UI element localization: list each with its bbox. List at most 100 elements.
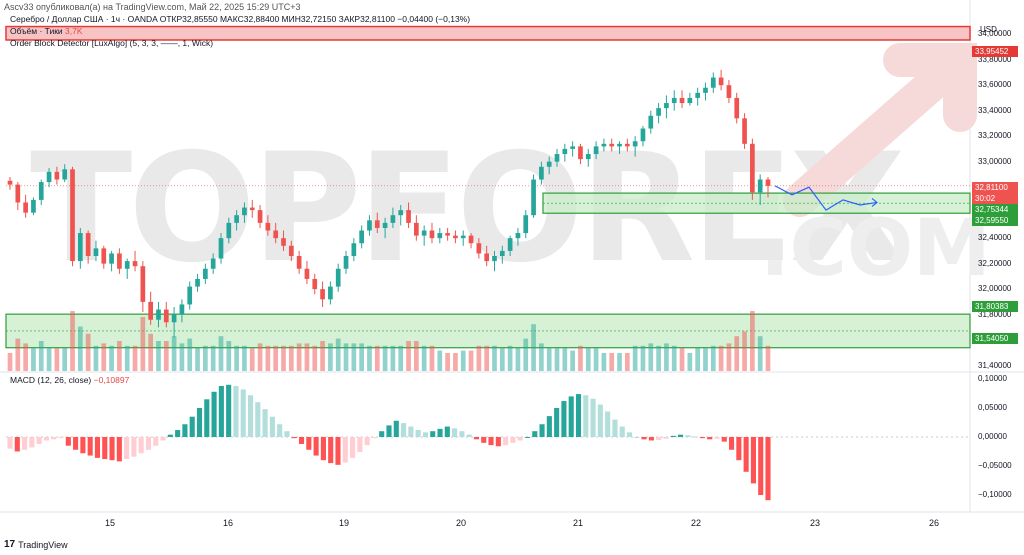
macd-histogram-bar bbox=[677, 434, 684, 437]
volume-bar bbox=[484, 345, 490, 371]
macd-histogram-bar bbox=[539, 424, 545, 437]
macd-histogram-bar bbox=[437, 428, 443, 437]
price-tick-label: 33,00000 bbox=[978, 156, 1012, 166]
indicator-legend[interactable]: Order Block Detector [LuxAlgo] (5, 3, 3,… bbox=[10, 38, 214, 48]
candle-body bbox=[7, 180, 13, 185]
candle bbox=[601, 138, 607, 152]
volume-bar bbox=[601, 353, 607, 371]
candle-body bbox=[429, 230, 435, 239]
macd-histogram-bar bbox=[255, 402, 261, 437]
candle-body bbox=[124, 261, 130, 269]
candle-body bbox=[601, 143, 607, 147]
brand-label: TradingView bbox=[18, 539, 68, 550]
time-tick-label: 19 bbox=[338, 518, 350, 528]
volume-bar bbox=[390, 345, 396, 371]
time-tick-label: 20 bbox=[455, 518, 467, 528]
candle bbox=[288, 240, 294, 262]
macd-histogram-bar bbox=[386, 425, 392, 437]
macd-legend[interactable]: MACD (12, 26, close) −0,10897 bbox=[10, 375, 129, 385]
volume-bar bbox=[179, 343, 185, 371]
candle bbox=[460, 230, 466, 246]
candle-body bbox=[499, 250, 505, 256]
candle bbox=[101, 245, 107, 269]
candle bbox=[249, 199, 255, 218]
candle-body bbox=[265, 222, 271, 231]
macd-histogram-bar bbox=[415, 430, 421, 437]
macd-histogram-bar bbox=[422, 432, 428, 437]
macd-histogram-bar bbox=[583, 395, 589, 437]
candle-body bbox=[140, 266, 146, 302]
candle-body bbox=[468, 235, 474, 244]
candle bbox=[640, 125, 646, 147]
candle-body bbox=[132, 261, 138, 267]
candle bbox=[195, 273, 200, 292]
countdown-badge: 30:02 bbox=[972, 193, 1018, 204]
macd-histogram-bar bbox=[648, 437, 654, 441]
volume-bar bbox=[710, 345, 716, 371]
macd-histogram-bar bbox=[65, 437, 71, 446]
volume-bar bbox=[31, 348, 36, 371]
macd-histogram-bar bbox=[495, 437, 501, 447]
macd-histogram-bar bbox=[357, 437, 363, 453]
candle bbox=[62, 164, 68, 183]
candle-body bbox=[359, 230, 364, 244]
candle-body bbox=[62, 169, 68, 180]
volume-bar bbox=[77, 326, 83, 371]
volume-bar bbox=[609, 353, 615, 371]
candle bbox=[617, 141, 622, 155]
volume-bar bbox=[398, 345, 404, 371]
candle bbox=[671, 90, 677, 111]
bearish-order-block bbox=[5, 25, 971, 41]
volume-bar bbox=[265, 345, 271, 371]
volume-bar bbox=[695, 348, 701, 371]
zone-low-badge: 32,59550 bbox=[972, 215, 1018, 226]
candle bbox=[507, 235, 513, 256]
macd-histogram-bar bbox=[204, 399, 210, 437]
volume-legend[interactable]: Объём · Тики 3,7K bbox=[10, 26, 83, 36]
candle bbox=[320, 281, 325, 307]
volume-bar bbox=[406, 341, 411, 371]
candle bbox=[703, 82, 708, 101]
volume-bar bbox=[54, 348, 60, 371]
volume-bar bbox=[187, 338, 193, 371]
macd-histogram-bar bbox=[714, 437, 720, 439]
volume-bar bbox=[296, 343, 302, 371]
macd-label: MACD (12, 26, close) bbox=[10, 375, 92, 385]
volume-bar bbox=[734, 336, 740, 371]
volume-bar bbox=[304, 343, 310, 371]
macd-histogram-bar bbox=[670, 435, 676, 437]
publisher-line: Ascv33 опубликовал(а) на TradingView.com… bbox=[4, 2, 301, 12]
macd-histogram-bar bbox=[262, 409, 268, 437]
candle-body bbox=[54, 171, 60, 180]
candle bbox=[414, 215, 419, 241]
price-tick-label: 33,40000 bbox=[978, 105, 1012, 115]
candle-body bbox=[101, 248, 107, 264]
volume-bar bbox=[593, 348, 599, 371]
candle bbox=[93, 240, 99, 262]
macd-histogram-bar bbox=[393, 420, 399, 437]
volume-bar bbox=[515, 348, 521, 371]
candle-body bbox=[445, 233, 450, 236]
macd-histogram-bar bbox=[692, 436, 698, 438]
candle bbox=[273, 222, 279, 244]
candle-body bbox=[476, 243, 482, 254]
candle-body bbox=[718, 77, 724, 86]
candle-body bbox=[210, 258, 216, 269]
macd-histogram-bar bbox=[43, 437, 49, 441]
volume-bar bbox=[242, 345, 247, 371]
volume-bar bbox=[742, 331, 747, 371]
watermark-arrow bbox=[783, 43, 977, 217]
macd-histogram-bar bbox=[320, 437, 326, 461]
symbol-legend[interactable]: Серебро / Доллар США · 1ч · OANDA ОТКР32… bbox=[10, 14, 471, 24]
candle bbox=[664, 95, 669, 119]
candle-body bbox=[109, 253, 114, 264]
candle-body bbox=[484, 253, 490, 262]
candle bbox=[476, 238, 482, 259]
macd-histogram-bar bbox=[546, 416, 552, 437]
volume-bar bbox=[765, 345, 771, 371]
tradingview-brand[interactable]: 17 TradingView bbox=[4, 539, 68, 550]
candle bbox=[468, 233, 474, 249]
candle-body bbox=[328, 286, 333, 300]
macd-tick-label: −0,10000 bbox=[978, 490, 1012, 499]
